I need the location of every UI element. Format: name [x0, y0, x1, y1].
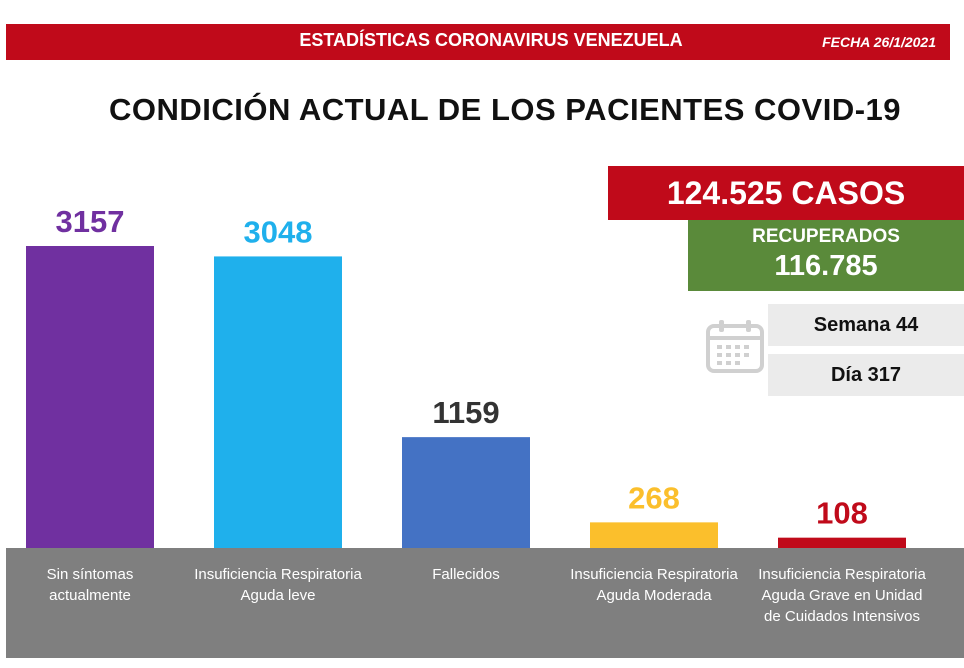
week-box: Semana 44 [768, 304, 964, 346]
recovered-box: RECUPERADOS 116.785 [688, 220, 964, 291]
recovered-value: 116.785 [774, 250, 878, 282]
bar-value-label-2: 1159 [432, 395, 499, 430]
header-band: ESTADÍSTICAS CORONAVIRUS VENEZUELA FECHA… [6, 24, 950, 60]
page-title: CONDICIÓN ACTUAL DE LOS PACIENTES COVID-… [108, 92, 902, 127]
category-label-4: Insuficiencia Respiratoria Aguda Grave e… [758, 566, 926, 625]
bar-value-label-4: 108 [816, 496, 868, 531]
category-label-0: Sin síntomas actualmente [46, 566, 134, 604]
bar-2 [402, 437, 530, 548]
category-label-3: Insuficiencia Respiratoria Aguda Moderad… [570, 566, 738, 604]
category-label-band [6, 548, 964, 658]
cases-total-box: 124.525 CASOS [608, 166, 964, 220]
bar-0 [26, 246, 154, 548]
category-label-2: Fallecidos [432, 566, 500, 583]
day-box: Día 317 [768, 354, 964, 396]
header-title: ESTADÍSTICAS CORONAVIRUS VENEZUELA [299, 30, 683, 50]
bar-value-label-1: 3048 [244, 214, 313, 249]
category-label-1: Insuficiencia Respiratoria Aguda leve [194, 566, 362, 604]
bar-1 [214, 256, 342, 548]
bar-value-label-0: 3157 [56, 204, 125, 239]
recovered-label: RECUPERADOS [752, 226, 900, 247]
bar-4 [778, 537, 906, 548]
bar-3 [590, 522, 718, 548]
header-date: FECHA 26/1/2021 [822, 34, 936, 50]
bar-value-label-3: 268 [628, 480, 680, 515]
calendar-icon [706, 320, 764, 373]
